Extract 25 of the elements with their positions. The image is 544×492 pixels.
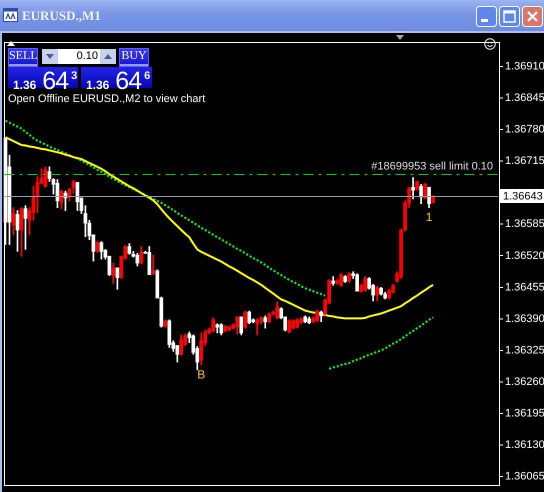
y-tick-label: 1.36130 — [505, 439, 544, 452]
y-tick-label: 1.36195 — [505, 408, 544, 420]
ref-line-label: 1.36643 — [503, 190, 543, 203]
text: B — [197, 367, 206, 382]
buy-button: BUY — [119, 48, 149, 67]
candlestick — [24, 205, 28, 250]
y-tick-label: 1.36845 — [505, 92, 544, 104]
text: 1 — [426, 210, 432, 224]
y-tick-label: 1.36520 — [505, 250, 544, 262]
y-tick-label: 1.36065 — [505, 470, 544, 483]
chart-title: EURUSD.,M1 — [22, 8, 101, 23]
y-tick-label: 1.36585 — [505, 218, 544, 230]
line-series — [4, 120, 326, 297]
annotation: Open Offline EURUSD.,M2 to view chart — [8, 93, 206, 106]
lot-size-field: 0.10 — [58, 49, 100, 64]
y-tick-label: 1.36455 — [505, 281, 544, 294]
line-series — [328, 316, 434, 370]
ref-line-label: #18699953 sell limit 0.10 — [371, 160, 493, 173]
y-tick-label: 1.36260 — [505, 376, 544, 388]
y-tick-label: 1.36780 — [505, 124, 544, 136]
y-tick-label: 1.36390 — [505, 312, 544, 325]
sell-button: SELL — [8, 48, 38, 67]
y-tick-label: 1.36715 — [505, 155, 544, 168]
y-tick-label: 1.36910 — [505, 60, 544, 72]
y-tick-label: 1.36325 — [505, 344, 544, 356]
